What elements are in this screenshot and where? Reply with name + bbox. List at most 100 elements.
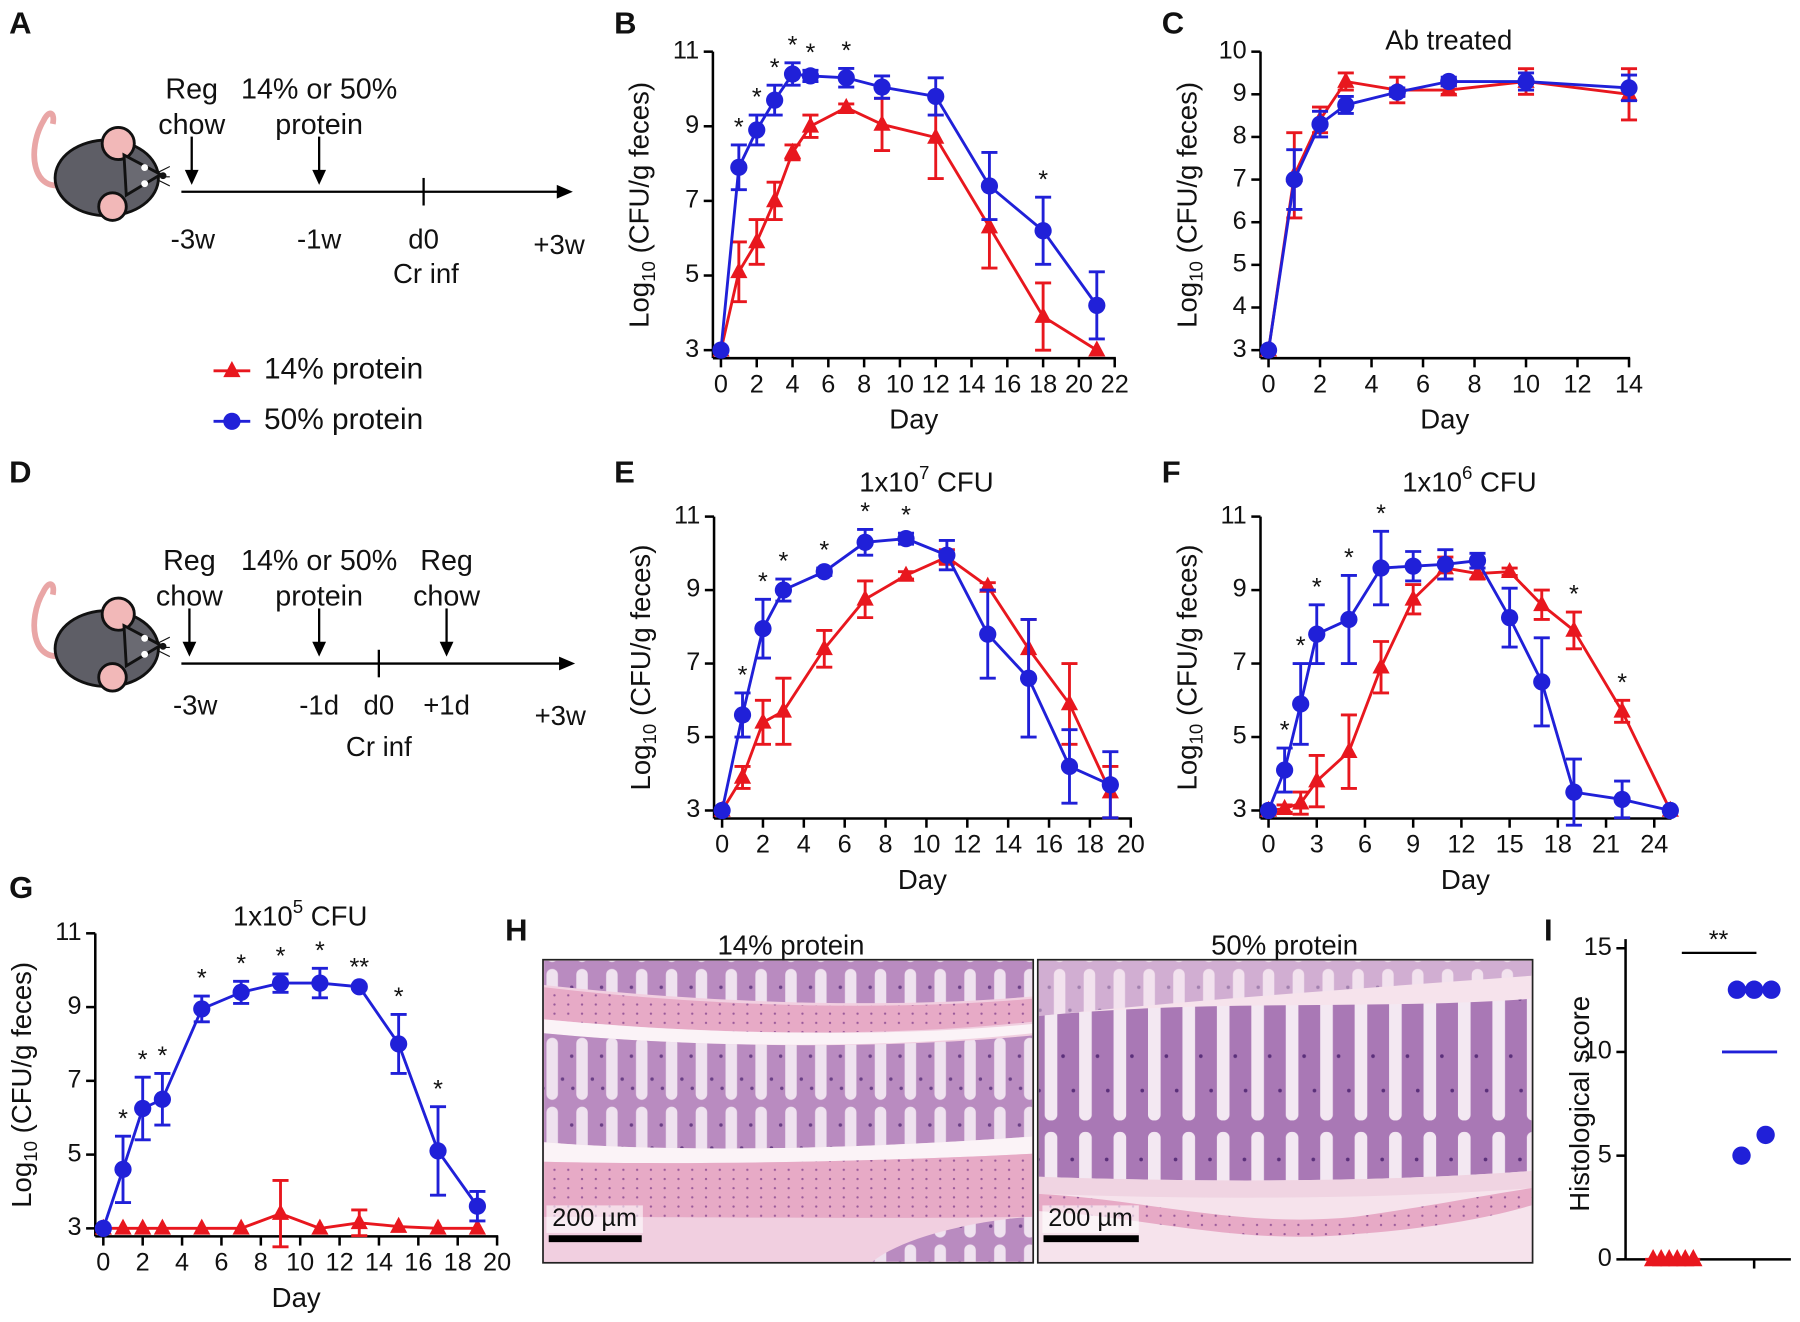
panel-letter: D	[9, 454, 31, 489]
event-arrowhead	[312, 169, 327, 185]
marker	[1292, 695, 1310, 713]
panel-letter: F	[1162, 454, 1181, 489]
x-tick-label: 21	[1592, 831, 1620, 859]
y-tick-label: 15	[1584, 933, 1612, 961]
marker	[1034, 222, 1052, 240]
marker	[134, 1218, 152, 1235]
significance-label: *	[738, 662, 748, 690]
image-label: 14% protein	[717, 929, 864, 960]
timeline-label: -1d	[299, 689, 339, 720]
x-tick-label: 16	[404, 1249, 432, 1277]
marker	[468, 1218, 487, 1235]
marker	[1744, 980, 1764, 999]
marker	[801, 67, 820, 85]
marker	[114, 1160, 132, 1178]
y-axis-label-part: (CFU/g feces)	[625, 545, 656, 724]
x-tick-label: 18	[1544, 831, 1572, 859]
infection-label: Cr inf	[393, 258, 459, 289]
x-tick-label: 3	[1310, 831, 1324, 859]
significance-label: *	[758, 568, 768, 596]
timeline-label: -1w	[297, 223, 341, 254]
marker	[1372, 657, 1390, 674]
x-axis-label: Day	[898, 864, 947, 895]
x-axis-label: Day	[889, 404, 938, 435]
marker	[1372, 559, 1390, 577]
marker	[1565, 620, 1583, 637]
scale-label-bg	[546, 1205, 643, 1233]
y-tick-label: 5	[1233, 250, 1247, 278]
significance-label: *	[841, 37, 851, 65]
marker	[980, 177, 999, 195]
x-tick-label: 20	[1065, 370, 1093, 398]
y-tick-label: 7	[67, 1066, 81, 1094]
y-axis-label-part: Log	[6, 1162, 37, 1208]
x-tick-label: 12	[953, 831, 981, 859]
marker	[873, 78, 891, 96]
marker	[1340, 610, 1358, 629]
significance-label: *	[236, 950, 246, 978]
marker	[897, 565, 915, 582]
chart-title-part: 1x10	[859, 467, 919, 498]
significance-label: *	[276, 942, 286, 970]
y-tick-label: 8	[1233, 122, 1247, 150]
x-tick-label: 0	[1262, 831, 1276, 859]
x-tick-label: 12	[922, 370, 950, 398]
marker	[429, 1218, 447, 1235]
y-tick-label: 10	[1584, 1037, 1612, 1065]
marker	[1259, 341, 1278, 359]
y-axis-label: Log10 (CFU/g feces)	[624, 82, 659, 328]
significance-label: *	[770, 54, 780, 82]
x-tick-label: 4	[797, 831, 811, 859]
y-axis-label-part: Log	[624, 282, 655, 328]
marker	[856, 533, 874, 551]
marker	[1468, 552, 1487, 570]
y-tick-label: 10	[1219, 36, 1247, 64]
marker	[1468, 563, 1487, 580]
marker	[232, 983, 250, 1001]
x-tick-label: 2	[756, 831, 770, 859]
x-tick-label: 16	[1035, 831, 1063, 859]
x-tick-label: 14	[957, 370, 985, 398]
marker	[232, 1218, 250, 1235]
marker	[815, 563, 833, 581]
legend-label: 50% protein	[264, 403, 423, 436]
x-tick-label: 12	[1447, 831, 1475, 859]
x-tick-label: 4	[1365, 370, 1379, 398]
x-axis-label: Day	[272, 1282, 321, 1313]
mouse-icon	[34, 113, 170, 220]
x-tick-label: 15	[1496, 831, 1524, 859]
chart-title-part: CFU	[303, 901, 367, 932]
y-axis-label-part: Log	[625, 745, 656, 791]
y-axis-label-part: 10	[20, 1141, 41, 1162]
marker	[271, 1203, 290, 1220]
marker	[1501, 609, 1519, 627]
marker	[748, 232, 766, 249]
y-axis-label: Log10 (CFU/g feces)	[625, 545, 660, 791]
y-tick-label: 6	[1233, 207, 1247, 235]
y-tick-label: 11	[1221, 501, 1247, 529]
marker	[1101, 776, 1119, 794]
y-tick-label: 5	[67, 1139, 81, 1167]
y-tick-label: 7	[1233, 164, 1247, 192]
marker	[837, 69, 855, 87]
timeline-label: -3w	[173, 689, 217, 720]
timeline-label: +3w	[533, 229, 584, 260]
marker	[1308, 771, 1326, 788]
x-tick-label: 0	[1262, 370, 1276, 398]
marker	[1276, 798, 1294, 815]
y-axis-label: Histological score	[1564, 996, 1595, 1212]
x-tick-label: 2	[750, 370, 764, 398]
x-tick-label: 8	[254, 1249, 268, 1277]
marker	[1337, 96, 1355, 114]
marker	[927, 87, 945, 106]
y-tick-label: 11	[674, 501, 700, 529]
significance-label: *	[734, 114, 744, 142]
x-tick-label: 9	[1406, 831, 1420, 859]
marker	[774, 701, 793, 718]
event-label: Reg	[420, 545, 473, 577]
marker	[856, 589, 874, 606]
marker	[783, 65, 802, 83]
y-tick-label: 3	[686, 795, 700, 823]
event-label: protein	[275, 109, 363, 141]
